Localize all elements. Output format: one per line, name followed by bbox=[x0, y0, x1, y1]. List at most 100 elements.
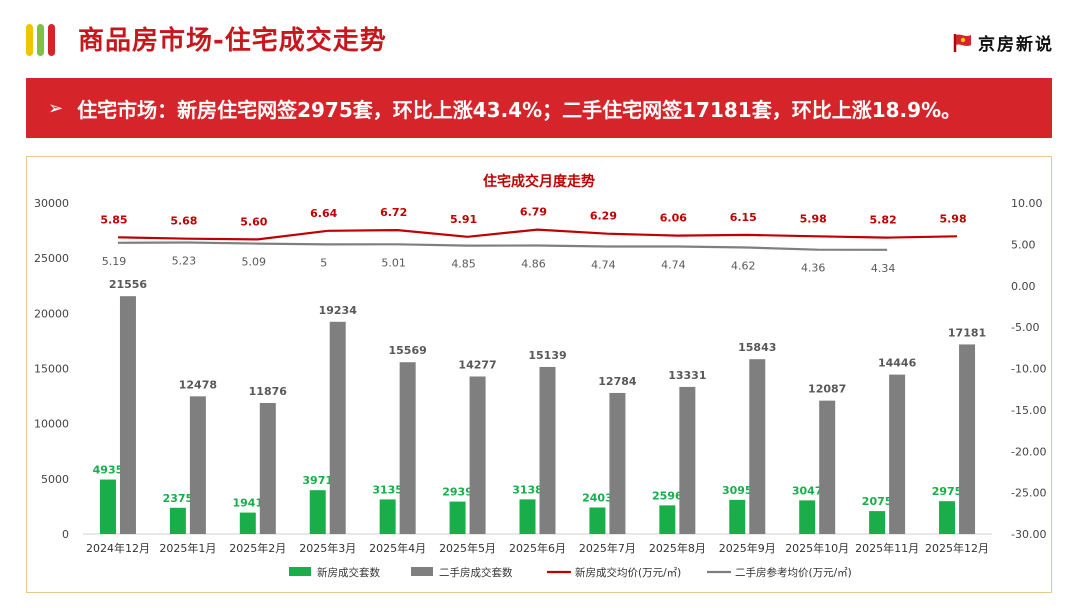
legend-swatch bbox=[289, 567, 311, 576]
new-house-price-label: 5.82 bbox=[870, 214, 897, 227]
brand: 京房新说 bbox=[952, 30, 1054, 55]
deco-bar-red bbox=[48, 24, 55, 56]
x-axis-tick-label: 2025年5月 bbox=[439, 541, 496, 555]
summary-banner: ➢ 住宅市场：新房住宅网签2975套，环比上涨43.4%；二手住宅网签17181… bbox=[26, 78, 1052, 138]
x-axis-tick-label: 2025年10月 bbox=[785, 541, 849, 555]
right-axis-tick-label: -10.00 bbox=[1011, 363, 1046, 376]
red-flag-logo-icon bbox=[953, 33, 971, 52]
x-axis-tick-label: 2025年2月 bbox=[229, 541, 286, 555]
new-house-price-label: 5.60 bbox=[240, 215, 267, 228]
second-hand-price-label: 4.34 bbox=[871, 262, 896, 275]
x-axis-tick-label: 2025年3月 bbox=[299, 541, 356, 555]
second-hand-bar-label: 12478 bbox=[179, 378, 217, 391]
new-house-bar bbox=[449, 501, 466, 534]
second-hand-bar-label: 13331 bbox=[668, 369, 706, 382]
new-house-price-label: 6.29 bbox=[590, 210, 617, 223]
x-axis-tick-label: 2025年9月 bbox=[719, 541, 776, 555]
second-hand-bar bbox=[679, 386, 696, 534]
right-axis-tick-label: 10.00 bbox=[1011, 197, 1043, 210]
second-hand-bar-label: 15843 bbox=[738, 341, 776, 354]
x-axis-tick-label: 2025年7月 bbox=[579, 541, 636, 555]
second-hand-price-label: 4.36 bbox=[801, 262, 826, 275]
legend-swatch bbox=[411, 567, 433, 576]
new-house-bar bbox=[729, 499, 746, 534]
second-hand-bar bbox=[889, 374, 906, 534]
new-house-bar bbox=[659, 505, 676, 534]
new-house-bar bbox=[379, 499, 396, 534]
new-house-bar bbox=[869, 511, 886, 534]
x-axis-tick-label: 2025年12月 bbox=[925, 541, 989, 555]
right-axis-tick-label: -30.00 bbox=[1011, 528, 1046, 541]
new-house-bar-label: 2403 bbox=[582, 491, 613, 504]
legend-label: 新房成交套数 bbox=[317, 566, 380, 579]
left-axis-tick-label: 25000 bbox=[34, 252, 69, 265]
new-house-bar-label: 2975 bbox=[932, 485, 963, 498]
deco-bar-yellow bbox=[26, 24, 33, 56]
left-axis-tick-label: 5000 bbox=[41, 473, 69, 486]
chart-title: 住宅成交月度走势 bbox=[483, 173, 595, 190]
new-house-bar bbox=[589, 507, 606, 534]
brand-name: 京房新说 bbox=[978, 35, 1054, 55]
new-house-bar-label: 3135 bbox=[372, 483, 403, 496]
new-house-price-label: 5.85 bbox=[100, 213, 127, 226]
right-axis-tick-label: -5.00 bbox=[1011, 321, 1039, 334]
second-hand-bar-label: 21556 bbox=[109, 278, 148, 291]
second-hand-bar-label: 17181 bbox=[948, 326, 986, 339]
x-axis-tick-label: 2025年8月 bbox=[649, 541, 706, 555]
chart-container: 住宅成交月度走势 0 5000 10000 15000 20000 25000 30000 -3… bbox=[26, 156, 1052, 593]
legend-label: 二手房参考均价(万元/㎡) bbox=[735, 566, 852, 579]
right-axis-tick-label: 5.00 bbox=[1011, 238, 1036, 251]
new-house-price-label: 6.64 bbox=[310, 207, 337, 220]
second-hand-price-label: 5 bbox=[320, 256, 327, 269]
second-hand-bar-label: 19234 bbox=[319, 304, 358, 317]
second-hand-bar-label: 15139 bbox=[528, 349, 566, 362]
second-hand-price-label: 4.62 bbox=[731, 260, 756, 273]
second-hand-bar-label: 12087 bbox=[808, 383, 846, 396]
new-house-bar-label: 1941 bbox=[232, 497, 263, 510]
new-house-price-label: 6.06 bbox=[660, 212, 687, 225]
new-house-bar-label: 2939 bbox=[442, 486, 473, 499]
second-hand-price-label: 5.19 bbox=[102, 255, 127, 268]
second-hand-price-label: 4.86 bbox=[521, 258, 546, 271]
x-axis-tick-label: 2025年6月 bbox=[509, 541, 566, 555]
left-axis-tick-label: 30000 bbox=[34, 197, 69, 210]
deco-bar-green bbox=[37, 24, 44, 56]
second-hand-bar bbox=[259, 402, 276, 534]
new-house-bar-label: 3138 bbox=[512, 483, 543, 496]
second-hand-bar bbox=[819, 400, 836, 534]
second-hand-price-label: 5.01 bbox=[381, 256, 406, 269]
second-hand-price-label: 5.23 bbox=[172, 254, 197, 267]
new-house-bar bbox=[239, 512, 256, 534]
title-decoration bbox=[26, 24, 66, 56]
x-axis-tick-label: 2025年11月 bbox=[855, 541, 919, 555]
new-house-bar-label: 2375 bbox=[163, 492, 194, 505]
new-house-bar bbox=[309, 490, 326, 534]
new-house-price-label: 6.72 bbox=[380, 206, 407, 219]
x-axis-tick-label: 2025年4月 bbox=[369, 541, 426, 555]
second-hand-price-line bbox=[117, 241, 888, 251]
second-hand-bar-label: 11876 bbox=[249, 385, 288, 398]
new-house-price-label: 5.98 bbox=[800, 212, 827, 225]
new-house-price-label: 6.15 bbox=[730, 211, 757, 224]
right-axis-tick-label: -20.00 bbox=[1011, 445, 1046, 458]
new-house-bar-label: 3971 bbox=[302, 474, 333, 487]
new-house-bar bbox=[939, 501, 956, 534]
second-hand-bar bbox=[399, 362, 416, 534]
left-axis-tick-label: 0 bbox=[62, 528, 69, 541]
second-hand-bar-label: 14446 bbox=[878, 357, 917, 370]
new-house-bar-label: 3095 bbox=[722, 484, 753, 497]
residential-monthly-trend-chart: 住宅成交月度走势 0 5000 10000 15000 20000 25000 30000 -3… bbox=[34, 173, 1046, 579]
new-house-price-label: 5.68 bbox=[170, 215, 197, 228]
second-hand-bar-label: 12784 bbox=[598, 375, 637, 388]
right-axis-tick-label: -25.00 bbox=[1011, 487, 1046, 500]
new-house-price-label: 5.91 bbox=[450, 213, 477, 226]
second-hand-price-label: 4.74 bbox=[661, 259, 686, 272]
right-axis-tick-label: -15.00 bbox=[1011, 404, 1046, 417]
second-hand-bar-label: 15569 bbox=[389, 344, 427, 357]
x-axis-tick-label: 2025年1月 bbox=[159, 541, 216, 555]
left-axis-tick-label: 20000 bbox=[34, 307, 69, 320]
left-axis-tick-label: 10000 bbox=[34, 418, 69, 431]
new-house-bar-label: 2596 bbox=[652, 489, 683, 502]
new-house-price-line bbox=[117, 228, 958, 241]
summary-text: 住宅市场：新房住宅网签2975套，环比上涨43.4%；二手住宅网签17181套，… bbox=[77, 97, 962, 122]
